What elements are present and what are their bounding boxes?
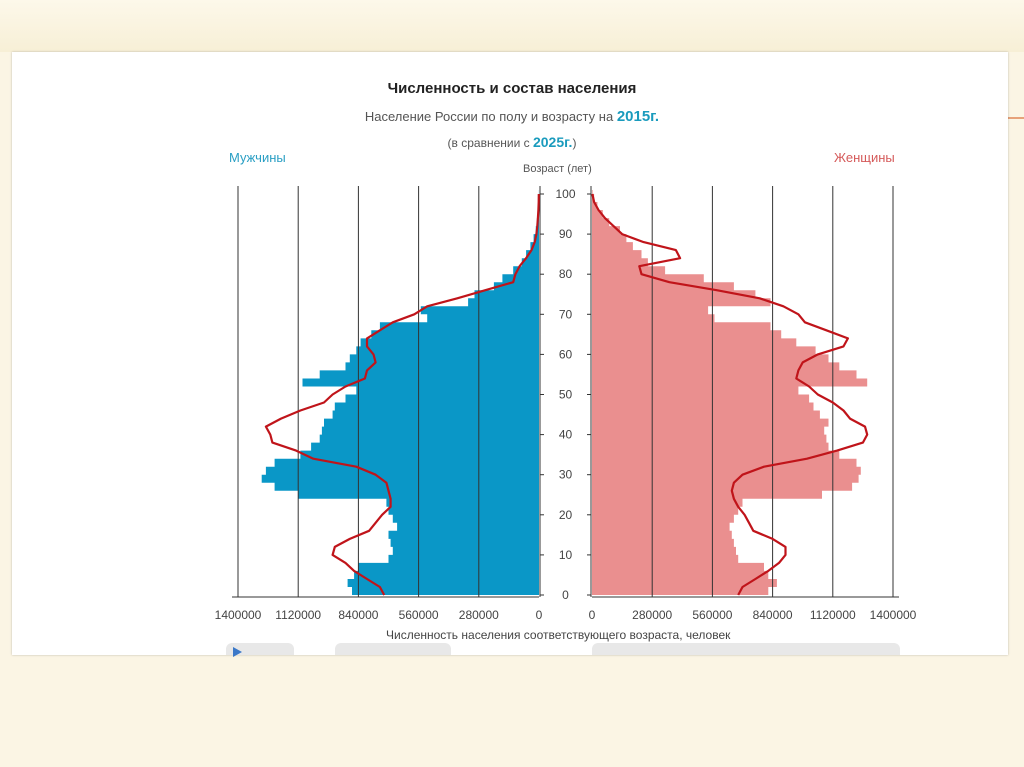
x-tick-label-left: 560000 <box>399 608 439 622</box>
women-2025-outline <box>591 193 869 596</box>
age-tick-label: 90 <box>559 227 573 241</box>
age-tick-label: 30 <box>559 468 573 482</box>
chart-title: Численность и состав населения <box>387 80 637 97</box>
men-label: Мужчины <box>229 150 286 165</box>
age-tick-label: 70 <box>559 307 573 321</box>
accent-line <box>1002 117 1024 119</box>
men-2015-area <box>261 190 539 595</box>
compare-suffix: ) <box>572 136 577 150</box>
x-tick-label-left: 840000 <box>338 608 378 622</box>
age-tick-label: 60 <box>559 347 573 361</box>
y-axis-label: Возраст (лет) <box>523 163 592 175</box>
men-2025-outline <box>264 193 540 596</box>
age-tick-label: 10 <box>559 548 573 562</box>
subtitle-year: 2015г. <box>616 108 660 125</box>
age-tick-label: 50 <box>559 388 573 402</box>
age-tick-label: 40 <box>559 428 573 442</box>
x-axis-label: Численность населения соответствующего в… <box>386 628 731 642</box>
chart-subtitle: Население России по полу и возрасту на 2… <box>0 108 1024 125</box>
age-tick-label: 100 <box>555 187 575 201</box>
compare-prefix: (в сравнении с <box>447 136 530 150</box>
x-tick-label-left: 1120000 <box>275 608 321 622</box>
x-tick-label-right: 840000 <box>753 608 793 622</box>
x-tick-label-left: 0 <box>536 608 543 622</box>
chart-subtitle-compare: (в сравнении с 2025г.) <box>0 134 1024 150</box>
women-2015-area <box>592 190 868 595</box>
top-band <box>0 0 1024 52</box>
age-tick-label: 0 <box>562 588 569 602</box>
x-tick-label-right: 0 <box>589 608 596 622</box>
control-bar-right[interactable] <box>592 643 900 655</box>
subtitle-text: Население России по полу и возрасту на <box>364 109 614 124</box>
women-label: Женщины <box>834 150 895 165</box>
x-tick-label-left: 1400000 <box>215 608 262 622</box>
x-tick-label-right: 1400000 <box>870 608 917 622</box>
age-tick-label: 20 <box>559 508 573 522</box>
play-icon[interactable] <box>233 647 242 657</box>
age-tick-label: 80 <box>559 267 573 281</box>
control-bar-left[interactable] <box>335 643 451 655</box>
x-tick-label-right: 1120000 <box>810 608 856 622</box>
x-tick-label-left: 280000 <box>459 608 499 622</box>
player-widget[interactable] <box>226 643 294 655</box>
x-tick-label-right: 560000 <box>692 608 732 622</box>
x-tick-label-right: 280000 <box>632 608 672 622</box>
compare-year: 2025г. <box>532 134 573 150</box>
